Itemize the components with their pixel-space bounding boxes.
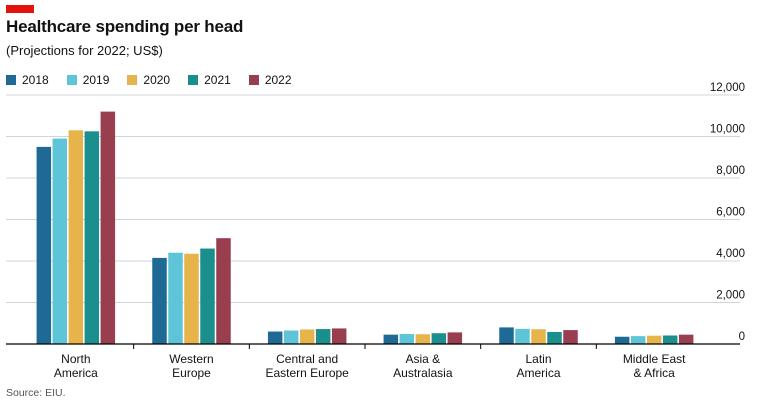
bar-2020 bbox=[299, 329, 315, 344]
bar-2020 bbox=[184, 253, 199, 344]
x-tick-label-line: & Africa bbox=[633, 366, 675, 380]
bar-2021 bbox=[84, 131, 100, 344]
bar-2022 bbox=[563, 330, 578, 344]
bar-2022 bbox=[331, 328, 347, 344]
source-note: Source: EIU. bbox=[6, 387, 66, 399]
bar-2019 bbox=[52, 138, 68, 344]
legend-swatch bbox=[248, 75, 259, 85]
x-tick-label-line: Australasia bbox=[393, 366, 453, 380]
y-tick-label: 4,000 bbox=[716, 248, 745, 260]
bar-2018 bbox=[499, 327, 514, 344]
chart-title: Healthcare spending per head bbox=[6, 17, 244, 36]
legend-item-2019: 2019 bbox=[66, 73, 110, 87]
bar-2020 bbox=[531, 329, 546, 344]
legend-label: 2020 bbox=[143, 73, 171, 87]
bar-2019 bbox=[283, 330, 299, 344]
legend-item-2021: 2021 bbox=[188, 73, 231, 87]
y-tick-label: 2,000 bbox=[716, 290, 745, 302]
bar-2019 bbox=[515, 328, 530, 344]
x-tick-label-line: North bbox=[61, 352, 90, 366]
legend-swatch bbox=[127, 75, 138, 85]
y-tick-label: 8,000 bbox=[716, 165, 745, 177]
legend-label: 2021 bbox=[204, 73, 231, 87]
x-tick-label-line: America bbox=[516, 366, 560, 380]
x-tick-label: Middle East & Africa bbox=[623, 352, 686, 380]
x-tick-label-line: Europe bbox=[172, 366, 211, 380]
legend-swatch bbox=[188, 75, 199, 85]
y-tick-label: 0 bbox=[739, 331, 745, 343]
x-tick-label: Central and Eastern Europe bbox=[265, 352, 349, 380]
bar-2022 bbox=[447, 332, 463, 344]
x-tick-label-line: Eastern Europe bbox=[265, 366, 349, 380]
x-tick-label: Asia & Australasia bbox=[393, 352, 453, 380]
bar-2019 bbox=[399, 334, 415, 344]
x-tick-label-line: Latin bbox=[525, 352, 551, 366]
bar-2020 bbox=[646, 335, 662, 344]
legend-label: 2018 bbox=[22, 73, 49, 87]
x-tick-label-line: Asia & bbox=[405, 352, 440, 366]
x-tick-label-line: America bbox=[54, 366, 98, 380]
bar-2021 bbox=[662, 335, 678, 344]
bar-2021 bbox=[315, 329, 331, 344]
bar-2022 bbox=[100, 111, 116, 344]
bar-2019 bbox=[168, 252, 183, 344]
y-tick-label: 12,000 bbox=[710, 82, 745, 94]
legend-item-2018: 2018 bbox=[6, 73, 49, 87]
bar-2019 bbox=[630, 336, 646, 344]
y-tick-label: 6,000 bbox=[716, 207, 745, 219]
legend-label: 2019 bbox=[82, 73, 110, 87]
bar-2022 bbox=[678, 334, 694, 344]
bar-2018 bbox=[152, 257, 167, 344]
bar-2018 bbox=[36, 146, 52, 344]
legend-item-2022: 2022 bbox=[248, 73, 292, 87]
legend-swatch bbox=[66, 75, 77, 85]
legend-label: 2022 bbox=[264, 73, 292, 87]
x-tick-label-line: Central and bbox=[276, 352, 338, 366]
bar-2022 bbox=[216, 238, 231, 344]
legend-item-2020: 2020 bbox=[127, 73, 170, 87]
x-tick-label: Western Europe bbox=[169, 352, 213, 380]
bar-2021 bbox=[200, 248, 215, 344]
bar-2020 bbox=[415, 334, 431, 344]
bar-2018 bbox=[383, 334, 399, 344]
y-tick-label: 10,000 bbox=[710, 124, 745, 136]
legend-swatch bbox=[6, 75, 16, 85]
legend: 2018 2019 2020 2021 2022 bbox=[6, 72, 310, 88]
brand-bar bbox=[6, 5, 34, 13]
bar-2021 bbox=[547, 331, 562, 344]
bar-2020 bbox=[68, 130, 84, 344]
bar-2021 bbox=[431, 333, 447, 344]
x-tick-label: Latin America bbox=[516, 352, 560, 380]
bar-2018 bbox=[614, 336, 630, 344]
x-tick-label-line: Middle East bbox=[623, 352, 686, 366]
x-tick-label: North America bbox=[54, 352, 98, 380]
x-tick-label-line: Western bbox=[169, 352, 213, 366]
chart-subtitle: (Projections for 2022; US$) bbox=[6, 43, 163, 58]
bar-2018 bbox=[267, 331, 283, 344]
